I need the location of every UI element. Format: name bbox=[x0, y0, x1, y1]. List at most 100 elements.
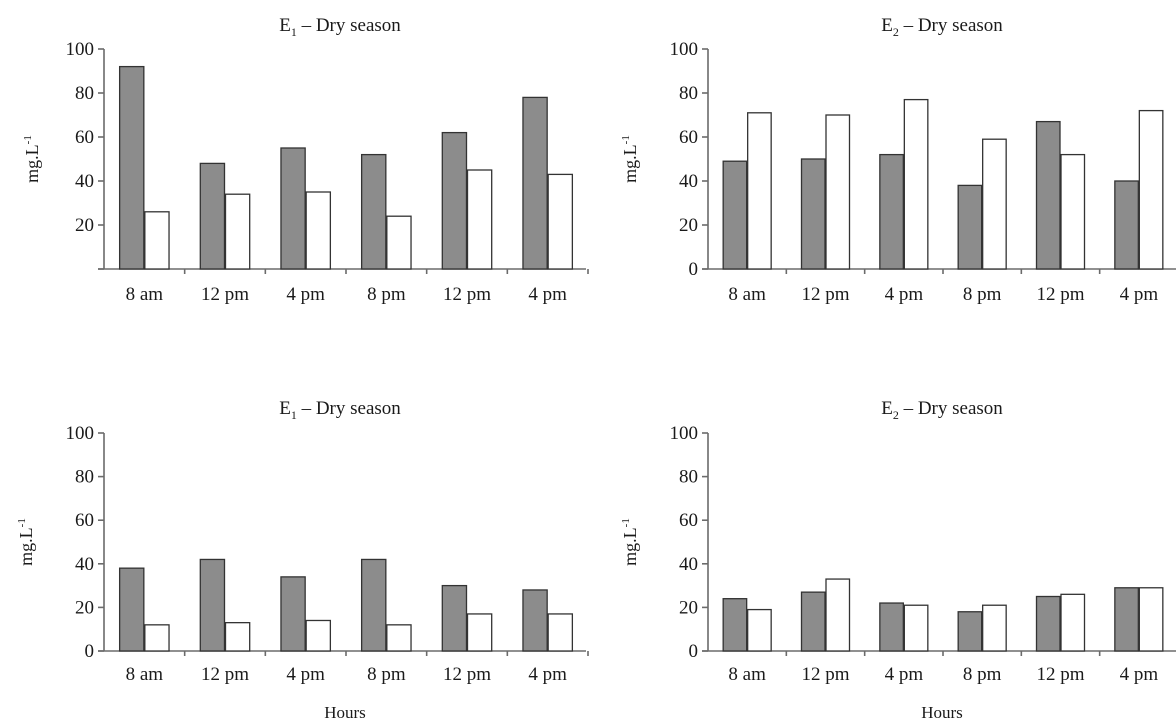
y-tick-label: 80 bbox=[679, 83, 698, 104]
bar-series-2 bbox=[466, 169, 493, 270]
bar-series-2 bbox=[144, 624, 170, 652]
bar-series-1 bbox=[441, 131, 468, 270]
x-axis-label: Hours bbox=[921, 703, 963, 722]
x-tick-label: 12 pm bbox=[443, 284, 491, 305]
y-tick-label: 60 bbox=[75, 510, 94, 531]
bar-series-2 bbox=[903, 604, 929, 652]
bar-series-2 bbox=[305, 619, 332, 652]
y-axis-label: mg.L-1 bbox=[620, 135, 640, 183]
y-tick-label: 100 bbox=[670, 423, 699, 444]
x-tick-label: 8 am bbox=[728, 284, 766, 305]
x-tick-label: 12 pm bbox=[201, 664, 249, 685]
y-tick-label: 20 bbox=[75, 215, 94, 236]
x-tick-label: 4 pm bbox=[528, 664, 567, 685]
chart-panel-3: E1 – Dry season mg.L-1 0 20 40 60 80 100 8 am 12 … bbox=[16, 398, 589, 722]
bar-series-1 bbox=[879, 602, 904, 652]
bar-series-1 bbox=[280, 576, 306, 652]
chart-title: E2 – Dry season bbox=[881, 398, 1003, 422]
x-tick-label: 12 pm bbox=[1036, 284, 1084, 305]
x-axis-label: Hours bbox=[324, 703, 366, 722]
x-tick-label: 8 am bbox=[126, 284, 164, 305]
bar-series-2 bbox=[1138, 587, 1164, 652]
bar-series-1 bbox=[800, 158, 826, 270]
bar-series-1 bbox=[522, 589, 548, 652]
bar-series-1 bbox=[1114, 180, 1139, 270]
bar-series-2 bbox=[224, 193, 251, 270]
x-tick-label: 8 am bbox=[728, 664, 766, 685]
y-tick-label: 20 bbox=[75, 597, 94, 618]
x-tick-label: 4 pm bbox=[528, 284, 567, 305]
y-axis-label: mg.L-1 bbox=[620, 518, 640, 566]
y-tick-label: 40 bbox=[679, 554, 698, 575]
x-tick-label: 4 pm bbox=[286, 664, 325, 685]
bar-series-2 bbox=[224, 622, 251, 652]
chart-title: E1 – Dry season bbox=[279, 15, 401, 39]
x-tick-label: 8 am bbox=[126, 664, 164, 685]
x-tick-label: 4 pm bbox=[286, 284, 325, 305]
bar-series-1 bbox=[879, 153, 904, 270]
y-tick-label: 80 bbox=[75, 83, 94, 104]
y-tick-label: 20 bbox=[679, 597, 698, 618]
bar-series-1 bbox=[722, 598, 748, 652]
bar-series-1 bbox=[199, 558, 226, 652]
x-tick-label: 4 pm bbox=[1120, 284, 1159, 305]
bar-series-1 bbox=[522, 96, 548, 270]
bar-series-2 bbox=[747, 608, 772, 652]
bar-series-1 bbox=[360, 153, 387, 270]
bar-series-2 bbox=[825, 578, 851, 652]
bar-series-1 bbox=[1114, 587, 1139, 652]
chart-panel-4: E2 – Dry season mg.L-1 0 20 40 60 80 100 8 am 12 … bbox=[620, 398, 1176, 722]
y-tick-label: 60 bbox=[679, 127, 698, 148]
x-tick-label: 8 pm bbox=[367, 284, 406, 305]
y-tick-label: 0 bbox=[689, 641, 699, 662]
y-tick-label: 0 bbox=[689, 259, 699, 280]
x-tick-label: 12 pm bbox=[801, 284, 849, 305]
bar-series-1 bbox=[800, 591, 826, 652]
y-tick-label: 60 bbox=[679, 510, 698, 531]
bar-series-1 bbox=[957, 611, 983, 652]
chart-title: E2 – Dry season bbox=[881, 15, 1003, 39]
y-axis-label: mg.L-1 bbox=[16, 518, 36, 566]
bar-series-2 bbox=[825, 114, 851, 270]
bar-series-1 bbox=[118, 567, 145, 652]
bar-series-2 bbox=[305, 191, 332, 270]
bar-series-1 bbox=[1035, 595, 1061, 652]
x-tick-label: 4 pm bbox=[1120, 664, 1159, 685]
bar-series-1 bbox=[1035, 120, 1061, 270]
bar-series-1 bbox=[722, 160, 748, 270]
y-tick-label: 60 bbox=[75, 127, 94, 148]
x-tick-label: 4 pm bbox=[885, 284, 924, 305]
bar-series-2 bbox=[982, 604, 1007, 652]
y-tick-label: 20 bbox=[679, 215, 698, 236]
y-tick-label: 80 bbox=[679, 467, 698, 488]
x-tick-label: 12 pm bbox=[1036, 664, 1084, 685]
bar-series-2 bbox=[903, 98, 929, 270]
bar-series-2 bbox=[1138, 109, 1164, 270]
y-tick-label: 40 bbox=[75, 554, 94, 575]
bar-series-1 bbox=[280, 147, 306, 270]
bar-series-2 bbox=[386, 215, 412, 270]
bar-series-1 bbox=[118, 65, 145, 270]
x-tick-label: 12 pm bbox=[443, 664, 491, 685]
bar-series-2 bbox=[144, 211, 170, 270]
bar-series-1 bbox=[957, 184, 983, 270]
y-tick-label: 40 bbox=[679, 171, 698, 192]
x-tick-label: 8 pm bbox=[367, 664, 406, 685]
y-tick-label: 100 bbox=[66, 39, 95, 60]
bar-series-2 bbox=[547, 613, 574, 652]
y-tick-label: 100 bbox=[670, 39, 699, 60]
y-tick-label: 40 bbox=[75, 171, 94, 192]
bar-series-1 bbox=[441, 584, 468, 652]
x-tick-label: 8 pm bbox=[963, 664, 1002, 685]
x-tick-label: 4 pm bbox=[885, 664, 924, 685]
bar-series-1 bbox=[360, 558, 387, 652]
chart-title: E1 – Dry season bbox=[279, 398, 401, 422]
chart-panel-1: E1 – Dry season mg.L-1 20 40 60 80 100 8 am 12 p… bbox=[22, 15, 589, 305]
bar-series-2 bbox=[1060, 153, 1086, 270]
bar-series-2 bbox=[547, 173, 574, 270]
bar-series-2 bbox=[747, 112, 772, 270]
bar-series-2 bbox=[466, 613, 493, 652]
bar-series-2 bbox=[386, 624, 412, 652]
y-tick-label: 100 bbox=[66, 423, 95, 444]
